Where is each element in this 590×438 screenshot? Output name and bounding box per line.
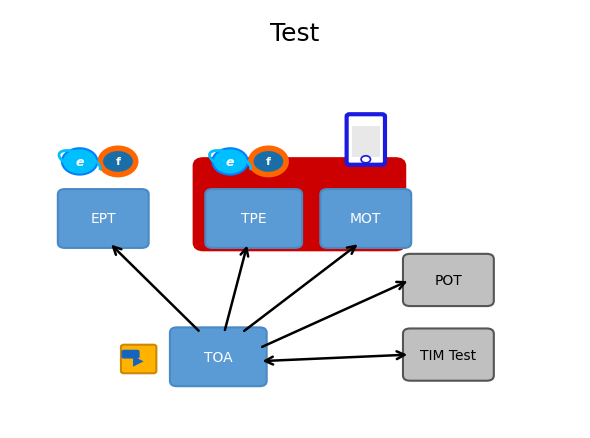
Circle shape (251, 149, 286, 175)
FancyBboxPatch shape (205, 190, 302, 248)
FancyBboxPatch shape (170, 328, 267, 386)
Text: e: e (226, 155, 234, 169)
Text: POT: POT (434, 273, 463, 287)
Text: TPE: TPE (241, 212, 267, 226)
FancyBboxPatch shape (58, 190, 149, 248)
Text: ▶: ▶ (133, 352, 144, 366)
Text: MOT: MOT (350, 212, 382, 226)
FancyBboxPatch shape (320, 190, 411, 248)
Circle shape (100, 149, 136, 175)
Circle shape (62, 149, 97, 175)
Text: f: f (266, 157, 271, 167)
FancyBboxPatch shape (403, 254, 494, 307)
FancyBboxPatch shape (195, 160, 404, 250)
FancyBboxPatch shape (122, 350, 139, 358)
FancyBboxPatch shape (352, 126, 380, 158)
FancyBboxPatch shape (121, 345, 156, 373)
Text: EPT: EPT (90, 212, 116, 226)
FancyBboxPatch shape (403, 328, 494, 381)
Text: TIM Test: TIM Test (420, 348, 477, 362)
Text: Test: Test (270, 22, 320, 46)
Text: TOA: TOA (204, 350, 232, 364)
Text: f: f (116, 157, 120, 167)
FancyBboxPatch shape (347, 115, 385, 165)
Circle shape (212, 149, 248, 175)
Text: e: e (76, 155, 84, 169)
